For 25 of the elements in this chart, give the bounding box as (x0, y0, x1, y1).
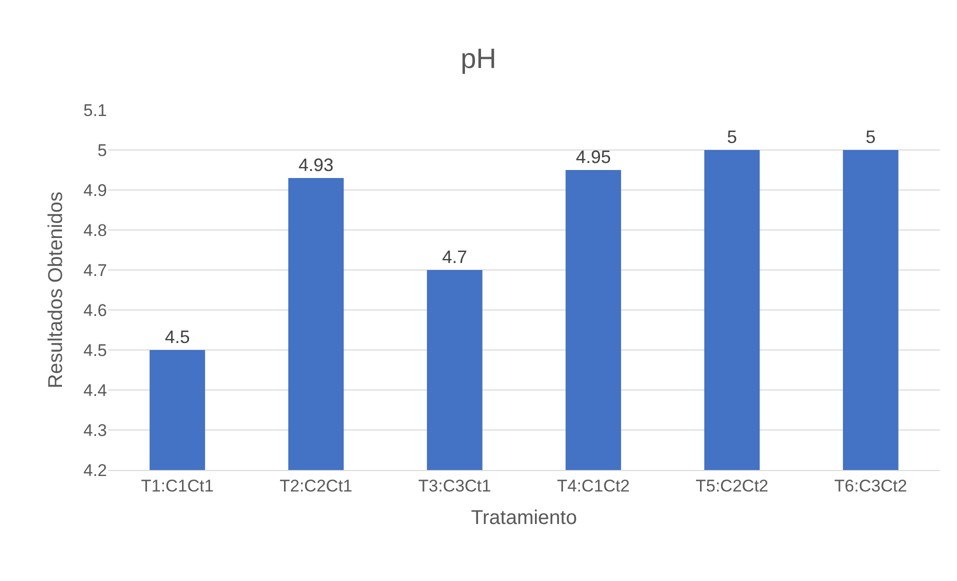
x-tick-label: T2:C2Ct1 (280, 476, 352, 496)
y-tick-label: 4.4 (83, 380, 107, 400)
y-tick-label: 4.9 (83, 180, 107, 200)
y-tick-label: 5 (98, 140, 107, 160)
data-label: 5 (726, 127, 738, 147)
y-tick-label: 5.1 (83, 100, 107, 120)
x-tick-label: T6:C3Ct2 (834, 476, 908, 496)
x-tick-label: T1:C1Ct1 (140, 476, 214, 496)
data-label: 4.5 (164, 327, 190, 347)
y-tick-label: 4.7 (83, 260, 107, 280)
x-tick-label: T5:C2Ct2 (696, 476, 768, 496)
data-label: 5 (866, 127, 876, 147)
x-axis-title: Tratamiento (471, 506, 577, 529)
y-tick-label: 4.2 (83, 460, 107, 480)
y-axis-title: Resultados Obtenidos (44, 192, 67, 388)
data-label: 4.7 (442, 247, 468, 267)
chart-title: pH (460, 42, 496, 74)
data-label: 4.93 (298, 155, 334, 175)
x-tick-label: T4:C1Ct2 (556, 476, 630, 496)
y-tick-label: 4.8 (83, 220, 107, 240)
y-tick-label: 4.6 (83, 300, 107, 320)
y-tick-label: 4.5 (83, 340, 107, 360)
data-label: 4.95 (576, 147, 611, 167)
x-tick-label: T3:C3Ct1 (418, 476, 492, 496)
y-tick-label: 4.3 (83, 420, 107, 440)
